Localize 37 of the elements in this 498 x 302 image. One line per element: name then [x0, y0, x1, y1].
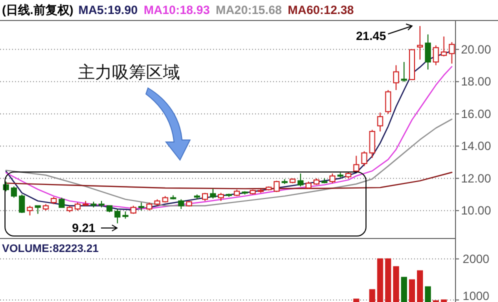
y-tick-label: 12.00: [460, 171, 492, 186]
candlestick: [361, 150, 368, 167]
candlestick: [26, 205, 33, 216]
candlestick: [432, 44, 439, 66]
text: MA60:12.38: [288, 3, 354, 17]
y-tick-label: 1000: [462, 289, 490, 302]
annotation: 9.21: [72, 221, 96, 235]
candlestick: [416, 26, 423, 60]
candlestick: [401, 61, 408, 82]
y-tick-label: 14.00: [460, 139, 492, 154]
annotation: 主力吸筹区域: [78, 63, 180, 82]
chart-title: (日线.前复权): [2, 3, 74, 17]
candlestick: [178, 198, 184, 210]
y-tick-label: 16.00: [460, 106, 492, 121]
candlestick: [298, 173, 304, 187]
y-tick-label: 18.00: [460, 74, 492, 89]
candlestick: [393, 64, 400, 91]
candlestick: [424, 34, 431, 70]
candlestick: [10, 186, 17, 198]
candlestick: [440, 36, 447, 57]
text: MA5:19.90: [78, 3, 138, 17]
candlestick: [18, 194, 25, 214]
candlestick: [114, 208, 120, 224]
candlestick: [377, 112, 384, 132]
annotation: 21.45: [356, 29, 386, 43]
candlestick: [353, 155, 360, 172]
text: MA20:15.68: [216, 3, 282, 17]
candlestick: [210, 188, 216, 200]
candlestick: [58, 197, 65, 208]
y-tick-label: 10.00: [460, 204, 492, 218]
candlestick: [369, 129, 376, 158]
y-tick-label: 2000: [462, 252, 490, 266]
chart-title: VOLUME:82223.21: [2, 243, 99, 255]
text: MA10:18.93: [144, 3, 210, 17]
candlestick: [385, 90, 392, 114]
candlestick: [329, 173, 336, 184]
y-tick-label: 20.00: [460, 42, 492, 56]
